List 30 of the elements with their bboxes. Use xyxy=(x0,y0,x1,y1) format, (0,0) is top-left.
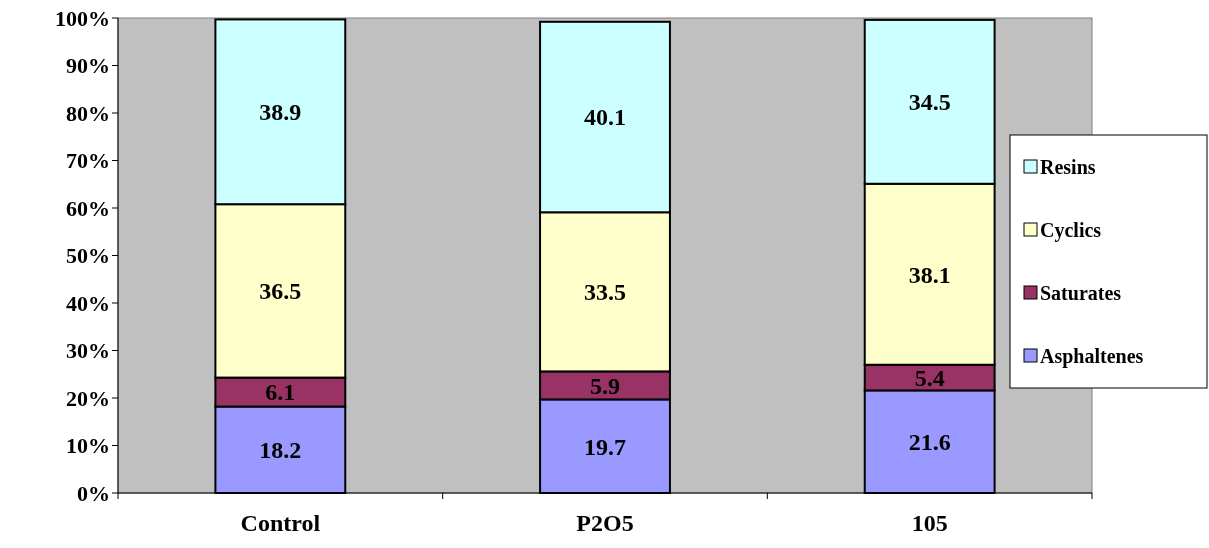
data-label: 36.5 xyxy=(259,278,302,305)
x-tick-label: P2O5 xyxy=(576,510,634,536)
x-tick-label: 105 xyxy=(911,510,948,536)
y-tick-label: 80% xyxy=(66,100,110,126)
data-label: 5.9 xyxy=(590,372,620,399)
y-tick-label: 30% xyxy=(66,338,110,364)
data-label: 34.5 xyxy=(908,89,951,116)
data-label: 33.5 xyxy=(584,279,626,306)
legend-label: Cyclics xyxy=(1040,219,1102,242)
data-label: 19.7 xyxy=(584,433,626,460)
y-tick-label: 20% xyxy=(66,385,110,411)
data-label: 18.2 xyxy=(259,437,302,464)
y-tick-label: 0% xyxy=(77,480,110,506)
data-label: 40.1 xyxy=(584,104,626,131)
y-tick-label: 90% xyxy=(66,53,110,79)
legend-label: Asphaltenes xyxy=(1040,345,1144,368)
y-tick-label: 40% xyxy=(66,290,110,316)
data-label: 6.1 xyxy=(265,379,296,406)
y-tick-label: 70% xyxy=(66,148,110,174)
data-label: 5.4 xyxy=(914,364,945,391)
legend-label: Resins xyxy=(1040,156,1096,178)
data-label: 21.6 xyxy=(908,429,951,456)
y-tick-label: 60% xyxy=(66,195,110,221)
data-label: 38.9 xyxy=(259,99,302,126)
y-tick-label: 50% xyxy=(66,243,110,269)
x-tick-label: Control xyxy=(240,510,321,536)
legend-label: Saturates xyxy=(1040,282,1122,304)
y-tick-label: 100% xyxy=(55,5,110,31)
data-label: 38.1 xyxy=(908,261,951,288)
y-tick-label: 10% xyxy=(66,433,110,459)
